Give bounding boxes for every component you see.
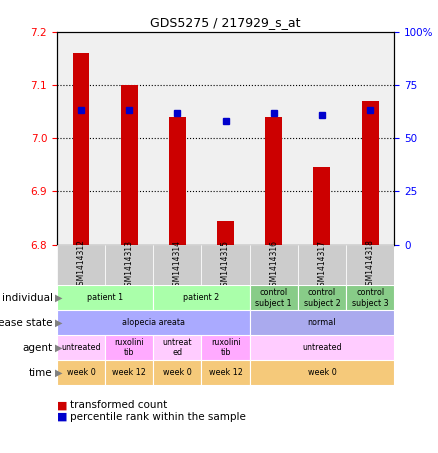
Text: control
subject 3: control subject 3 xyxy=(352,288,389,308)
Bar xyxy=(362,101,378,245)
Text: GSM1414317: GSM1414317 xyxy=(318,240,326,290)
Text: GSM1414314: GSM1414314 xyxy=(173,240,182,290)
Text: untreated: untreated xyxy=(61,343,101,352)
Text: normal: normal xyxy=(307,318,336,327)
Text: patient 1: patient 1 xyxy=(87,294,123,302)
FancyBboxPatch shape xyxy=(153,360,201,385)
Text: transformed count: transformed count xyxy=(70,400,167,410)
Text: ruxolini
tib: ruxolini tib xyxy=(211,338,240,357)
Text: ▶: ▶ xyxy=(55,342,62,353)
FancyBboxPatch shape xyxy=(201,360,250,385)
Text: GSM1414318: GSM1414318 xyxy=(366,240,374,290)
FancyBboxPatch shape xyxy=(153,285,250,310)
FancyBboxPatch shape xyxy=(201,335,250,360)
FancyBboxPatch shape xyxy=(250,335,394,360)
Text: ▶: ▶ xyxy=(55,293,62,303)
FancyBboxPatch shape xyxy=(298,245,346,285)
Bar xyxy=(121,85,138,245)
FancyBboxPatch shape xyxy=(153,335,201,360)
Text: ▶: ▶ xyxy=(55,367,62,378)
Bar xyxy=(265,117,282,245)
Text: individual: individual xyxy=(2,293,53,303)
FancyBboxPatch shape xyxy=(57,310,250,335)
FancyBboxPatch shape xyxy=(57,245,105,285)
Text: week 12: week 12 xyxy=(208,368,243,377)
Text: GSM1414315: GSM1414315 xyxy=(221,240,230,290)
Text: GSM1414313: GSM1414313 xyxy=(125,240,134,290)
Text: GSM1414316: GSM1414316 xyxy=(269,240,278,290)
FancyBboxPatch shape xyxy=(57,360,105,385)
Bar xyxy=(73,53,89,245)
Bar xyxy=(217,221,234,245)
FancyBboxPatch shape xyxy=(57,285,153,310)
FancyBboxPatch shape xyxy=(105,335,153,360)
FancyBboxPatch shape xyxy=(346,285,394,310)
Text: percentile rank within the sample: percentile rank within the sample xyxy=(70,412,246,422)
Text: control
subject 2: control subject 2 xyxy=(304,288,340,308)
Text: ■: ■ xyxy=(57,412,67,422)
Text: alopecia areata: alopecia areata xyxy=(122,318,185,327)
FancyBboxPatch shape xyxy=(250,285,298,310)
FancyBboxPatch shape xyxy=(57,335,105,360)
Text: week 0: week 0 xyxy=(67,368,95,377)
Text: week 0: week 0 xyxy=(163,368,192,377)
FancyBboxPatch shape xyxy=(105,360,153,385)
Text: agent: agent xyxy=(22,342,53,353)
Text: ruxolini
tib: ruxolini tib xyxy=(114,338,144,357)
Text: patient 2: patient 2 xyxy=(184,294,219,302)
FancyBboxPatch shape xyxy=(346,245,394,285)
Text: untreat
ed: untreat ed xyxy=(162,338,192,357)
Bar xyxy=(169,117,186,245)
FancyBboxPatch shape xyxy=(298,285,346,310)
Text: disease state: disease state xyxy=(0,318,53,328)
FancyBboxPatch shape xyxy=(250,245,298,285)
FancyBboxPatch shape xyxy=(250,360,394,385)
Text: ▶: ▶ xyxy=(55,318,62,328)
Text: time: time xyxy=(29,367,53,378)
Title: GDS5275 / 217929_s_at: GDS5275 / 217929_s_at xyxy=(150,16,301,29)
FancyBboxPatch shape xyxy=(153,245,201,285)
FancyBboxPatch shape xyxy=(105,245,153,285)
Text: control
subject 1: control subject 1 xyxy=(255,288,292,308)
Text: week 0: week 0 xyxy=(307,368,336,377)
Text: GSM1414312: GSM1414312 xyxy=(77,240,85,290)
Text: ■: ■ xyxy=(57,400,67,410)
Text: untreated: untreated xyxy=(302,343,342,352)
FancyBboxPatch shape xyxy=(250,310,394,335)
Bar xyxy=(314,168,330,245)
Text: week 12: week 12 xyxy=(112,368,146,377)
FancyBboxPatch shape xyxy=(201,245,250,285)
